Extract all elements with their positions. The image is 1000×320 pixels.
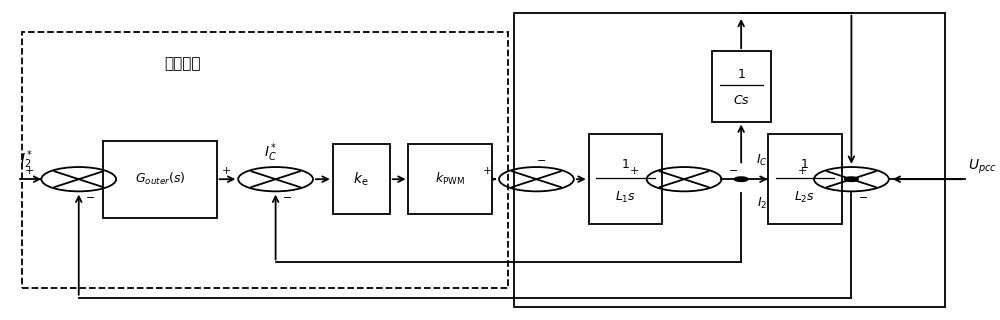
Bar bbox=[22, 32, 508, 288]
Text: −: − bbox=[859, 193, 868, 204]
Text: −: − bbox=[283, 193, 292, 204]
Circle shape bbox=[845, 177, 858, 181]
Text: $I_1$: $I_1$ bbox=[652, 196, 663, 211]
Circle shape bbox=[734, 177, 748, 181]
Bar bbox=[408, 144, 492, 214]
Text: +: + bbox=[798, 166, 807, 176]
Bar bbox=[103, 141, 217, 218]
Bar bbox=[333, 144, 390, 214]
Text: +: + bbox=[630, 166, 640, 176]
Text: $1$: $1$ bbox=[800, 158, 809, 171]
Text: $L_1 s$: $L_1 s$ bbox=[615, 190, 636, 205]
Text: $G_{outer}(s)$: $G_{outer}(s)$ bbox=[135, 171, 185, 187]
Text: −: − bbox=[537, 156, 546, 166]
Bar bbox=[712, 51, 771, 122]
Bar bbox=[514, 13, 945, 307]
Text: +: + bbox=[222, 166, 231, 176]
Text: $I_C^*$: $I_C^*$ bbox=[264, 141, 277, 164]
Text: +: + bbox=[483, 166, 492, 176]
Text: $I_2$: $I_2$ bbox=[757, 196, 767, 211]
Text: $k_{\rm PWM}$: $k_{\rm PWM}$ bbox=[435, 171, 465, 187]
Text: 控制部分: 控制部分 bbox=[164, 57, 200, 71]
Text: $I_2^*$: $I_2^*$ bbox=[20, 149, 33, 171]
Text: $Cs$: $Cs$ bbox=[733, 94, 750, 107]
Text: $1$: $1$ bbox=[737, 68, 746, 81]
Text: $L_2 s$: $L_2 s$ bbox=[794, 190, 815, 205]
Bar bbox=[589, 134, 662, 224]
Text: +: + bbox=[25, 166, 34, 176]
Text: $I_C$: $I_C$ bbox=[756, 152, 768, 168]
Text: $k_{\rm e}$: $k_{\rm e}$ bbox=[353, 171, 369, 188]
Text: $U_{pcc}$: $U_{pcc}$ bbox=[968, 157, 996, 176]
Text: $1$: $1$ bbox=[621, 158, 630, 171]
Text: −: − bbox=[729, 166, 738, 176]
Text: −: − bbox=[86, 193, 95, 204]
Bar bbox=[768, 134, 842, 224]
